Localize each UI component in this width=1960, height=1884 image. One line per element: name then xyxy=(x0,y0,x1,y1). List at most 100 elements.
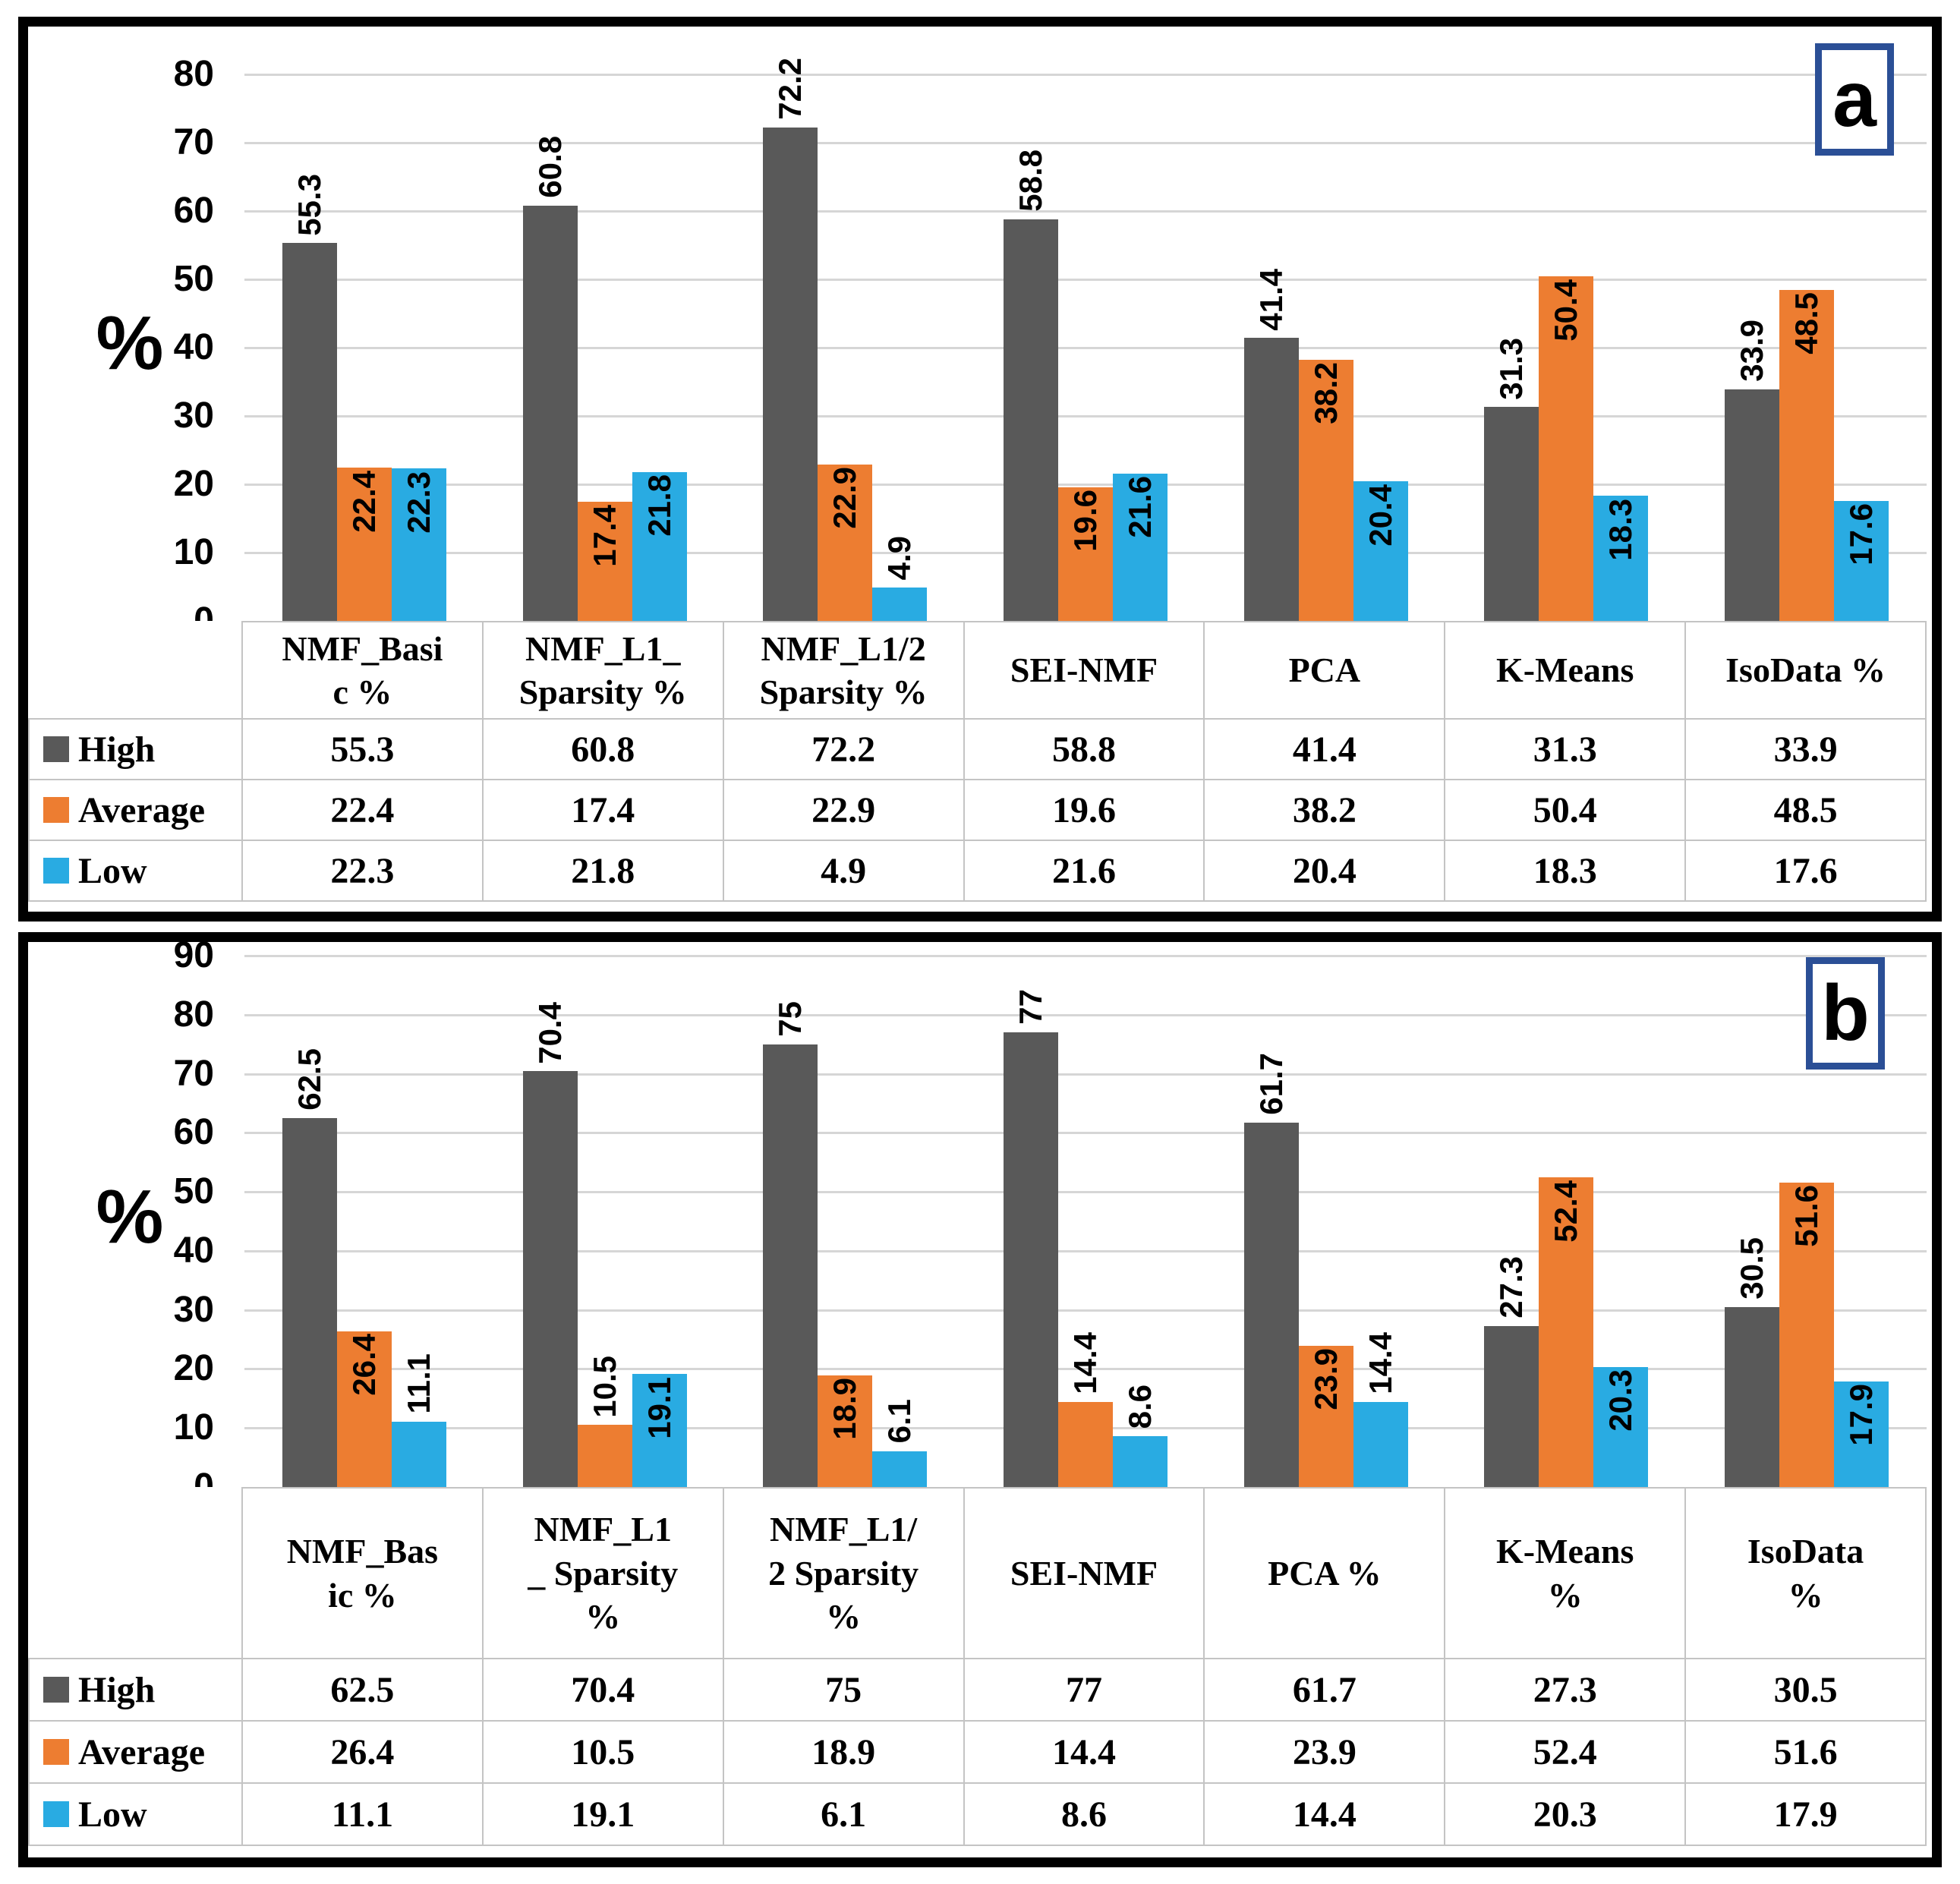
table-value-average-nmf-l1-2-sparsity: 18.9 xyxy=(723,1722,965,1784)
y-tick-label: 10 xyxy=(173,1407,214,1448)
legend-item-low: Low xyxy=(28,841,243,902)
y-axis-title-b: % xyxy=(96,1174,164,1259)
gridline xyxy=(244,1309,1927,1312)
table-value-high-nmf-l1-2-sparsity: 75 xyxy=(723,1659,965,1722)
bar-value-label: 21.8 xyxy=(641,474,677,537)
bar-value-label: 75 xyxy=(772,1000,808,1037)
y-tick-label: 50 xyxy=(173,259,214,299)
bar-high-nmf-basic xyxy=(282,1117,338,1487)
category-header-sei-nmf: SEI-NMF xyxy=(964,1487,1205,1659)
bar-average-nmf-basic xyxy=(337,1331,392,1487)
bar-high-nmf-basic xyxy=(282,243,338,621)
gridline xyxy=(244,279,1927,281)
gridline xyxy=(244,484,1927,486)
legend-label: Average xyxy=(78,789,206,830)
bar-average-k-means xyxy=(1539,276,1594,621)
table-value-low-isodata: 17.6 xyxy=(1686,841,1927,902)
y-tick-label: 30 xyxy=(173,395,214,436)
table-value-low-pca: 14.4 xyxy=(1205,1784,1446,1846)
bar-average-isodata xyxy=(1779,289,1834,621)
bar-value-label: 52.4 xyxy=(1548,1180,1584,1243)
gridline xyxy=(244,415,1927,417)
bar-low-nmf-basic xyxy=(392,1421,447,1487)
table-value-average-nmf-l1-2-sparsity: 22.9 xyxy=(723,780,965,841)
bar-value-label: 38.2 xyxy=(1307,362,1344,425)
bar-value-label: 30.5 xyxy=(1733,1237,1769,1300)
category-header-pca: PCA xyxy=(1205,621,1446,720)
bar-value-label: 21.6 xyxy=(1122,475,1158,538)
table-value-high-k-means: 27.3 xyxy=(1445,1659,1687,1722)
legend-item-low: Low xyxy=(28,1784,243,1846)
legend-label: Low xyxy=(78,850,147,891)
bar-low-k-means xyxy=(1593,1367,1649,1487)
y-tick-label: 80 xyxy=(173,994,214,1035)
bar-value-label: 19.6 xyxy=(1067,489,1103,552)
bar-value-label: 62.5 xyxy=(291,1048,328,1111)
legend-swatch-icon xyxy=(43,1739,69,1765)
plot-area-a: 0102030405060708055.322.422.360.817.421.… xyxy=(28,27,1927,641)
table-value-average-pca: 38.2 xyxy=(1205,780,1446,841)
table-value-low-nmf-l1-2-sparsity: 6.1 xyxy=(723,1784,965,1846)
bar-high-pca xyxy=(1243,1123,1299,1487)
legend-swatch-icon xyxy=(43,858,69,884)
legend-swatch-icon xyxy=(43,1801,69,1827)
category-header-nmf-l1-sparsity: NMF_L1 _ Sparsity % xyxy=(483,1487,724,1659)
bar-low-pca xyxy=(1353,1402,1408,1487)
gridline xyxy=(244,1191,1927,1194)
y-tick-label: 80 xyxy=(173,54,214,94)
bar-value-label: 22.4 xyxy=(346,470,383,533)
table-value-high-nmf-l1-sparsity: 60.8 xyxy=(483,720,724,780)
gridline xyxy=(244,1013,1927,1016)
gridline xyxy=(244,1249,1927,1252)
bar-low-nmf-l1-2-sparsity xyxy=(872,587,928,621)
bar-value-label: 14.4 xyxy=(1067,1332,1103,1394)
table-value-average-sei-nmf: 19.6 xyxy=(964,780,1205,841)
bar-high-isodata xyxy=(1724,389,1779,621)
table-value-high-isodata: 33.9 xyxy=(1686,720,1927,780)
bar-low-nmf-l1-sparsity xyxy=(632,471,687,621)
table-value-high-pca: 61.7 xyxy=(1205,1659,1446,1722)
bar-low-nmf-l1-sparsity xyxy=(632,1374,687,1487)
table-value-low-nmf-basic: 22.3 xyxy=(243,841,484,902)
category-header-k-means: K-Means xyxy=(1445,621,1687,720)
legend-item-high: High xyxy=(28,720,243,780)
panel-b: % 010203040506070809062.526.411.170.410.… xyxy=(18,932,1942,1867)
bar-value-label: 26.4 xyxy=(346,1333,383,1396)
bar-average-pca xyxy=(1298,1346,1353,1487)
bar-low-nmf-basic xyxy=(392,468,447,621)
legend-item-high: High xyxy=(28,1659,243,1722)
bar-average-sei-nmf xyxy=(1058,1402,1113,1487)
category-header-nmf-basic: NMF_Basi c % xyxy=(243,621,484,720)
bar-average-pca xyxy=(1298,360,1353,621)
category-header-nmf-l1-sparsity: NMF_L1_ Sparsity % xyxy=(483,621,724,720)
bar-value-label: 27.3 xyxy=(1493,1255,1530,1318)
bar-value-label: 41.4 xyxy=(1253,268,1289,331)
bar-high-nmf-l1-2-sparsity xyxy=(763,128,818,621)
bar-low-sei-nmf xyxy=(1113,473,1167,621)
gridline xyxy=(244,1132,1927,1135)
table-value-average-nmf-basic: 26.4 xyxy=(243,1722,484,1784)
bar-value-label: 6.1 xyxy=(881,1399,918,1444)
table-value-low-nmf-l1-sparsity: 19.1 xyxy=(483,1784,724,1846)
table-value-average-sei-nmf: 14.4 xyxy=(964,1722,1205,1784)
table-value-high-isodata: 30.5 xyxy=(1686,1659,1927,1722)
table-value-average-k-means: 50.4 xyxy=(1445,780,1687,841)
bar-low-pca xyxy=(1353,481,1408,621)
gridline xyxy=(244,74,1927,76)
table-value-average-pca: 23.9 xyxy=(1205,1722,1446,1784)
table-value-average-nmf-l1-sparsity: 17.4 xyxy=(483,780,724,841)
bar-value-label: 18.9 xyxy=(827,1378,863,1440)
table-value-low-sei-nmf: 21.6 xyxy=(964,841,1205,902)
data-table-b: NMF_Bas ic % NMF_L1 _ Sparsity % NMF_L1/ 2… xyxy=(28,1487,1927,1846)
table-value-low-k-means: 18.3 xyxy=(1445,841,1687,902)
y-tick-label: 70 xyxy=(173,122,214,162)
table-value-high-sei-nmf: 77 xyxy=(964,1659,1205,1722)
legend-swatch-icon xyxy=(43,736,69,762)
bar-value-label: 33.9 xyxy=(1733,320,1769,382)
bar-value-label: 14.4 xyxy=(1362,1332,1398,1394)
bar-value-label: 48.5 xyxy=(1788,291,1824,354)
table-value-high-nmf-basic: 62.5 xyxy=(243,1659,484,1722)
table-value-high-k-means: 31.3 xyxy=(1445,720,1687,780)
bar-value-label: 11.1 xyxy=(401,1353,437,1414)
